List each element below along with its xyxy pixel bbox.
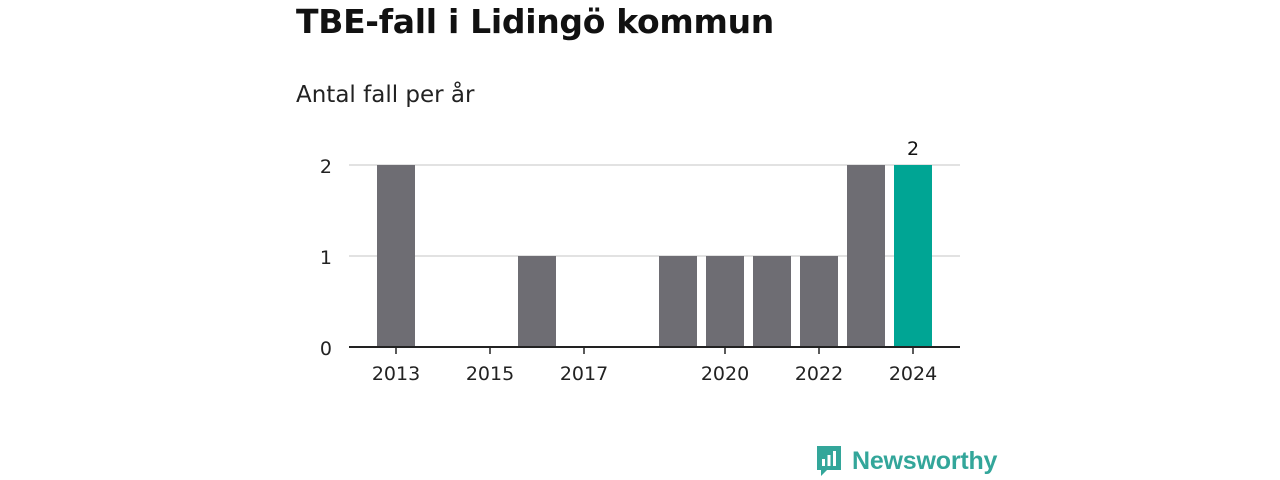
data-labels: 2 [907,138,919,160]
x-tick-label: 2024 [889,363,937,385]
newsworthy-brand: Newsworthy [815,444,997,478]
x-tick-label: 2015 [466,363,514,385]
x-tick-label: 2022 [795,363,843,385]
chart-subtitle: Antal fall per år [296,82,475,108]
y-tick-label: 1 [320,247,332,269]
newsworthy-logo-icon [817,446,841,476]
bars [377,165,932,347]
brand-name: Newsworthy [852,446,998,475]
x-tick-label: 2020 [701,363,749,385]
bar-2013 [377,165,415,347]
bar-2016 [518,256,556,347]
bar-2022 [800,256,838,347]
x-tick-label: 2017 [560,363,608,385]
bar-2023 [847,165,885,347]
x-tick-label: 2013 [372,363,420,385]
bar-2021 [753,256,791,347]
bar-2019 [659,256,697,347]
y-axis-ticks: 0 1 2 [320,156,332,360]
y-tick-label: 2 [320,156,332,178]
x-axis-ticks: 2013 2015 2017 2020 2022 2024 [372,347,937,385]
bar-2024 [894,165,932,347]
bar-2020 [706,256,744,347]
y-tick-label: 0 [320,338,332,360]
data-label: 2 [907,138,919,160]
chart-title: TBE-fall i Lidingö kommun [296,2,774,41]
